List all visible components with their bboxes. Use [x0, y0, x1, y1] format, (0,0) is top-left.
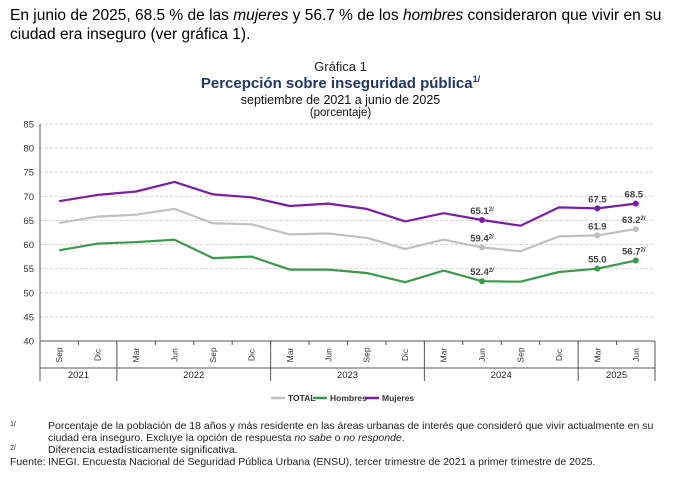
y-tick-label: 70: [23, 192, 34, 203]
footnote-2-text: Diferencia estadísticamente significativ…: [48, 444, 238, 456]
data-label-hombres: 56.72/: [622, 246, 646, 257]
series-line-total: [59, 207, 636, 253]
year-label: 2025: [606, 370, 627, 381]
chart-title-text: Percepción sobre inseguridad pública: [200, 75, 473, 92]
chart-title-note: 1/: [472, 74, 481, 84]
footnote-1-part-b: o: [331, 432, 344, 444]
data-point-mujeres: [479, 216, 486, 223]
data-point-hombres: [632, 257, 639, 264]
x-tick-label: Jun: [477, 348, 487, 362]
intro-text-1: En junio de 2025, 68.5 % de las: [10, 7, 234, 24]
x-tick-label: Sep: [515, 347, 525, 362]
year-label: 2022: [183, 370, 204, 381]
footnote-1-text: Porcentaje de la población de 18 años y …: [48, 420, 675, 444]
series-line-mujeres: [59, 180, 636, 227]
footnotes: 1/ Porcentaje de la población de 18 años…: [10, 420, 675, 468]
y-tick-label: 85: [23, 120, 34, 131]
data-label-total: 59.42/: [470, 233, 494, 244]
x-tick-label: Dic: [246, 348, 256, 361]
x-tick-label: Jun: [323, 348, 333, 362]
x-tick-label: Dic: [400, 348, 410, 361]
legend-label-total: TOTAL: [288, 393, 316, 403]
footnote-1-part-a: Porcentaje de la población de 18 años y …: [48, 420, 654, 444]
footnote-1-em-2: no responde: [343, 432, 402, 444]
x-tick-label: Mar: [285, 348, 295, 363]
x-tick-label: Sep: [54, 347, 64, 362]
y-tick-label: 40: [23, 337, 34, 348]
y-tick-label: 65: [23, 216, 34, 227]
data-point-total: [479, 244, 486, 251]
data-point-hombres: [594, 265, 601, 272]
chart-number-label: Gráfica 1: [314, 59, 367, 74]
intro-mujeres: mujeres: [233, 7, 289, 24]
x-tick-label: Sep: [208, 347, 218, 362]
y-tick-label: 45: [23, 312, 34, 323]
y-tick-label: 60: [23, 240, 34, 251]
data-label-total: 63.22/: [622, 215, 646, 226]
footnote-1-mark: 1/: [10, 421, 16, 428]
intro-text-3: consideraron que vivir en su ciudad era …: [10, 7, 662, 43]
footnote-2: 2/ Diferencia estadísticamente significa…: [10, 444, 675, 456]
data-point-mujeres: [632, 200, 639, 207]
year-label: 2023: [337, 370, 358, 381]
x-tick-label: Dic: [554, 348, 564, 361]
x-tick-label: Mar: [439, 348, 449, 363]
y-tick-label: 50: [23, 288, 34, 299]
data-label-note: 2/: [489, 234, 494, 240]
footnote-1-em-1: no sabe: [294, 432, 332, 444]
data-label-note: 2/: [489, 268, 494, 274]
data-label-mujeres: 67.5: [588, 194, 607, 205]
footnote-1: 1/ Porcentaje de la población de 18 años…: [10, 420, 675, 444]
data-label-hombres: 52.42/: [470, 267, 494, 278]
data-point-mujeres: [594, 205, 601, 212]
source-label: Fuente:: [10, 456, 46, 468]
data-point-total: [632, 226, 639, 233]
data-label-mujeres: 68.5: [625, 190, 644, 201]
chart-unit: (porcentaje): [309, 107, 372, 119]
data-point-hombres: [479, 278, 486, 285]
intro-paragraph: En junio de 2025, 68.5 % de las mujeres …: [10, 6, 675, 44]
line-chart: 40 45 50 55 60 65 70 75 80 85 Sep Dic Mar Jun Sep Dic Ma…: [23, 120, 656, 403]
chart-subtitle: septiembre de 2021 a junio de 2025: [240, 93, 441, 107]
intro-text-2: y 56.7 % de los: [288, 7, 403, 24]
y-tick-label: 75: [23, 168, 34, 179]
source-line: Fuente: INEGI. Encuesta Nacional de Segu…: [10, 456, 675, 468]
data-label-total: 61.9: [588, 221, 607, 232]
year-label: 2021: [68, 370, 89, 381]
data-label-note: 2/: [641, 247, 646, 253]
source-text: INEGI. Encuesta Nacional de Seguridad Pú…: [48, 456, 596, 468]
x-tick-label: Dic: [93, 348, 103, 361]
x-tick-label: Mar: [592, 348, 602, 363]
y-tick-label: 80: [23, 144, 34, 155]
x-tick-label: Sep: [362, 347, 372, 362]
x-tick-label: Jun: [631, 348, 641, 362]
data-label-mujeres: 65.12/: [470, 206, 494, 217]
data-label-hombres: 55.0: [588, 255, 607, 266]
footnote-1-part-c: .: [401, 432, 405, 444]
year-label: 2024: [491, 370, 512, 381]
y-tick-label: 55: [23, 264, 34, 275]
series-line-hombres: [59, 238, 637, 284]
data-label-note: 2/: [641, 216, 646, 222]
x-tick-label: Mar: [131, 348, 141, 363]
x-tick-label: Jun: [170, 348, 180, 362]
chart-title: Percepción sobre inseguridad pública1/: [0, 74, 681, 92]
legend-label-hombres: Hombres: [330, 393, 367, 403]
intro-hombres: hombres: [402, 7, 464, 24]
footnote-2-mark: 2/: [10, 445, 16, 452]
legend-label-mujeres: Mujeres: [382, 393, 414, 403]
data-point-total: [594, 232, 601, 239]
data-label-note: 2/: [489, 207, 494, 213]
